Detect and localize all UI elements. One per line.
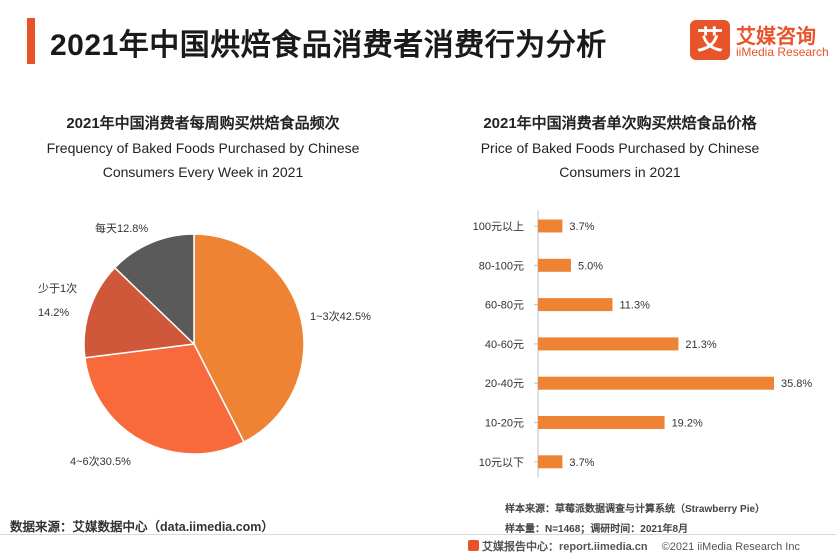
data-source: 数据来源：艾媒数据中心（data.iimedia.com） [10, 520, 274, 534]
sample-info: 样本来源：草莓派数据调查与计算系统（Strawberry Pie） 样本量：N=… [505, 500, 765, 540]
pie-slice-label: 每天12.8% [95, 221, 148, 235]
bar-title-en-1: Price of Baked Foods Purchased by Chines… [480, 140, 760, 156]
bar [538, 337, 679, 351]
logo-name-en: iiMedia Research [736, 45, 829, 59]
pie-slice-label: 1~3次42.5% [310, 309, 371, 323]
logo-mark-icon: 艾 [690, 20, 730, 60]
pie-slice-label: 4~6次30.5% [70, 454, 131, 468]
pie-title-cn: 2021年中国消费者每周购买烘焙食品频次 [66, 115, 340, 132]
bar-title-en-2: Consumers in 2021 [559, 164, 681, 180]
bar [538, 258, 571, 272]
bar-value-label: 11.3% [619, 300, 650, 312]
pie-slice [84, 343, 245, 455]
pie-slice [193, 233, 305, 444]
bar-value-label: 3.7% [569, 221, 594, 233]
pie-title-en-2: Consumers Every Week in 2021 [102, 164, 304, 180]
report-icon [468, 540, 479, 551]
bar-category-label: 20-40元 [485, 378, 524, 390]
title-accent-bar [27, 18, 35, 64]
bar-title-cn: 2021年中国消费者单次购买烘焙食品价格 [483, 115, 757, 132]
bar-category-label: 10-20元 [485, 418, 524, 430]
bar-category-label: 80-100元 [479, 260, 524, 272]
bar-category-label: 40-60元 [485, 339, 524, 351]
bar-value-label: 5.0% [578, 260, 603, 272]
pie-chart-title: 2021年中国消费者每周购买烘焙食品频次 Frequency of Baked … [0, 112, 406, 184]
page-title: 2021年中国烘焙食品消费者消费行为分析 [50, 29, 607, 62]
bar-value-label: 3.7% [569, 457, 594, 469]
bar-chart-title: 2021年中国消费者单次购买烘焙食品价格 Price of Baked Food… [420, 112, 820, 184]
sample-size: 样本量：N=1468；调研时间：2021年8月 [505, 524, 689, 535]
bar [538, 298, 613, 312]
logo-name-cn: 艾媒咨询 [736, 26, 816, 48]
footer: 艾媒报告中心：report.iimedia.cn ©2021 iiMedia Re… [468, 538, 814, 554]
bar-value-label: 35.8% [781, 378, 812, 390]
header: 2021年中国烘焙食品消费者消费行为分析 艾 艾媒咨询 iiMedia Rese… [0, 0, 836, 78]
copyright: ©2021 iiMedia Research Inc [661, 541, 800, 553]
bar [538, 376, 774, 390]
bar [538, 416, 665, 429]
footer-divider [0, 534, 836, 535]
bar [538, 219, 563, 233]
bar-value-label: 21.3% [685, 339, 716, 351]
pie-slice [83, 266, 196, 359]
pie-slice [113, 233, 195, 346]
bar-category-label: 60-80元 [485, 300, 524, 312]
pie-title-en-1: Frequency of Baked Foods Purchased by Ch… [46, 140, 360, 156]
bar-value-label: 19.2% [672, 418, 703, 430]
bar [538, 455, 563, 469]
bar-category-label: 10元以下 [479, 457, 524, 469]
bar-category-label: 100元以上 [473, 220, 524, 233]
bar-chart: 100元以上 3.7% 80-100元 5.0% 60-80元 11.3% 40-60元 21… [473, 210, 812, 478]
pie-slice-label: 少于1次 14.2% [38, 281, 77, 319]
iimedia-logo: 艾 艾媒咨询 iiMedia Research [690, 20, 830, 64]
pie-chart: 1~3次42.5% 4~6次30.5% 少于1次 14.2% 每天12.8% [38, 221, 371, 468]
report-center[interactable]: 艾媒报告中心：report.iimedia.cn [468, 540, 648, 553]
sample-source: 样本来源：草莓派数据调查与计算系统（Strawberry Pie） [505, 504, 766, 515]
